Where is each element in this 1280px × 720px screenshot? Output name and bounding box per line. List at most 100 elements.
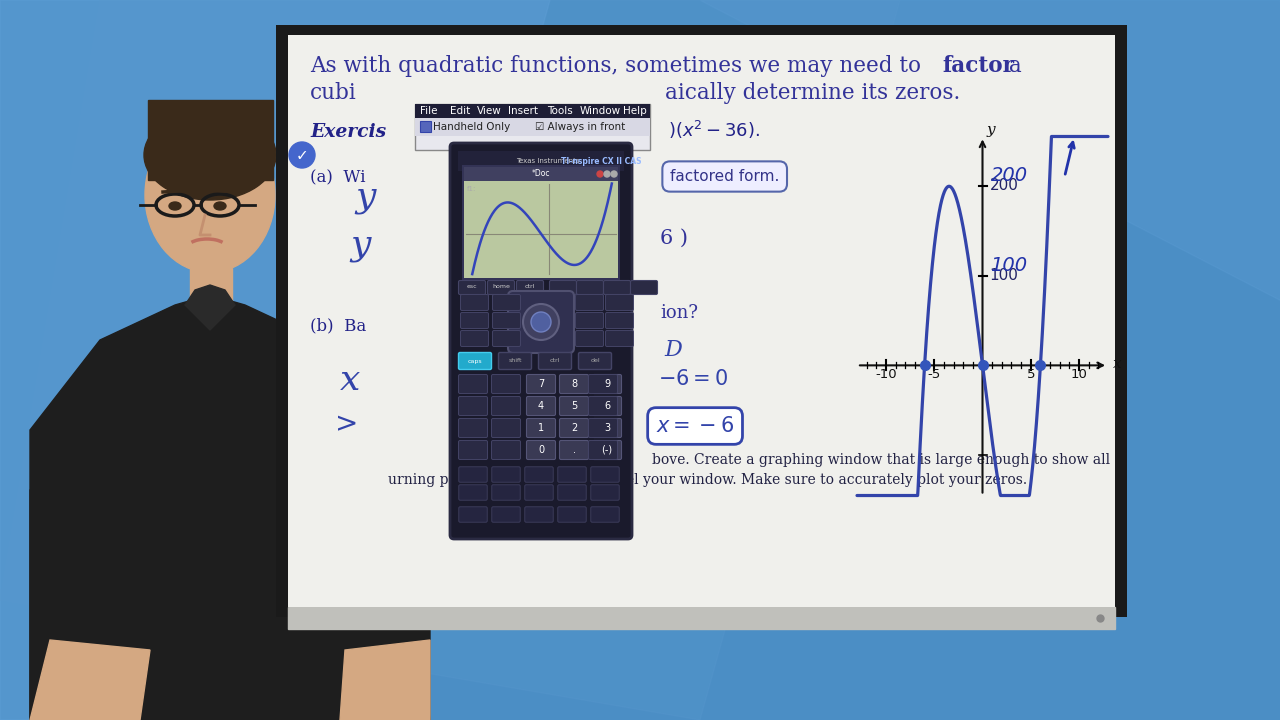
- FancyBboxPatch shape: [576, 294, 603, 310]
- Text: Exercis: Exercis: [310, 123, 387, 141]
- FancyBboxPatch shape: [493, 330, 521, 346]
- Text: 0: 0: [538, 445, 544, 455]
- Circle shape: [611, 171, 617, 177]
- FancyBboxPatch shape: [525, 507, 553, 522]
- Circle shape: [604, 171, 611, 177]
- Text: x: x: [1114, 357, 1121, 372]
- Text: 100: 100: [989, 268, 1019, 283]
- FancyBboxPatch shape: [461, 312, 489, 328]
- Bar: [415, 104, 650, 150]
- FancyBboxPatch shape: [558, 485, 586, 500]
- Text: 6 ): 6 ): [660, 229, 689, 248]
- FancyBboxPatch shape: [579, 353, 612, 369]
- FancyBboxPatch shape: [603, 281, 631, 294]
- Bar: [465, 167, 618, 278]
- Polygon shape: [29, 295, 430, 720]
- FancyBboxPatch shape: [492, 397, 521, 415]
- Text: Insert: Insert: [508, 106, 538, 116]
- FancyBboxPatch shape: [539, 353, 571, 369]
- FancyBboxPatch shape: [525, 467, 553, 482]
- Polygon shape: [340, 640, 430, 720]
- FancyBboxPatch shape: [461, 330, 489, 346]
- FancyBboxPatch shape: [458, 281, 485, 294]
- FancyBboxPatch shape: [576, 281, 603, 294]
- Polygon shape: [0, 0, 900, 720]
- FancyBboxPatch shape: [458, 485, 488, 500]
- FancyBboxPatch shape: [526, 441, 556, 459]
- Text: shift: shift: [508, 359, 522, 364]
- FancyBboxPatch shape: [458, 441, 488, 459]
- FancyBboxPatch shape: [605, 312, 634, 328]
- Text: 5: 5: [1027, 369, 1036, 382]
- FancyBboxPatch shape: [458, 507, 488, 522]
- FancyBboxPatch shape: [593, 418, 622, 438]
- Text: File: File: [420, 106, 438, 116]
- Text: esc: esc: [467, 284, 477, 289]
- FancyBboxPatch shape: [458, 467, 488, 482]
- Text: (-): (-): [602, 445, 613, 455]
- Text: 3: 3: [604, 423, 611, 433]
- Ellipse shape: [145, 117, 275, 272]
- Bar: [288, 607, 1115, 629]
- FancyBboxPatch shape: [517, 281, 544, 294]
- Circle shape: [531, 312, 550, 332]
- FancyBboxPatch shape: [559, 418, 589, 438]
- FancyBboxPatch shape: [593, 374, 622, 394]
- FancyBboxPatch shape: [458, 418, 488, 438]
- Text: ☑ Always in front: ☑ Always in front: [535, 122, 625, 132]
- Polygon shape: [186, 285, 236, 330]
- Text: y: y: [987, 123, 995, 137]
- FancyBboxPatch shape: [508, 291, 573, 353]
- Bar: [288, 35, 1115, 607]
- Text: del: del: [590, 359, 600, 364]
- Polygon shape: [29, 640, 150, 720]
- Text: 1: 1: [538, 423, 544, 433]
- FancyBboxPatch shape: [526, 374, 556, 394]
- Text: 2: 2: [571, 423, 577, 433]
- Text: Handheld Only: Handheld Only: [433, 122, 511, 132]
- FancyBboxPatch shape: [525, 485, 553, 500]
- Text: bove. Create a graphing window that is large enough to show all: bove. Create a graphing window that is l…: [652, 453, 1110, 467]
- Text: Texas Instruments: Texas Instruments: [516, 158, 580, 164]
- FancyBboxPatch shape: [488, 281, 515, 294]
- FancyBboxPatch shape: [589, 418, 617, 438]
- FancyBboxPatch shape: [631, 281, 658, 294]
- Circle shape: [524, 304, 559, 340]
- Text: 10: 10: [1070, 369, 1088, 382]
- FancyBboxPatch shape: [591, 507, 620, 522]
- Text: 5: 5: [571, 401, 577, 411]
- Bar: [462, 165, 620, 280]
- Text: As with quadratic functions, sometimes we may need to: As with quadratic functions, sometimes w…: [310, 55, 928, 77]
- Text: 4: 4: [538, 401, 544, 411]
- FancyBboxPatch shape: [492, 374, 521, 394]
- Bar: [465, 167, 618, 181]
- Text: 100: 100: [991, 256, 1028, 274]
- Text: 200: 200: [989, 179, 1019, 194]
- Text: 9: 9: [604, 379, 611, 389]
- Polygon shape: [29, 420, 150, 720]
- FancyBboxPatch shape: [576, 330, 603, 346]
- FancyBboxPatch shape: [492, 418, 521, 438]
- FancyBboxPatch shape: [589, 374, 617, 394]
- FancyBboxPatch shape: [493, 294, 521, 310]
- Text: 6: 6: [604, 401, 611, 411]
- Bar: [420, 121, 431, 132]
- Bar: [415, 118, 650, 136]
- Text: D: D: [664, 339, 682, 361]
- Text: caps: caps: [467, 359, 483, 364]
- Ellipse shape: [143, 110, 276, 200]
- FancyBboxPatch shape: [576, 312, 603, 328]
- Text: View: View: [477, 106, 502, 116]
- Text: $x = -6$: $x = -6$: [657, 416, 735, 436]
- Bar: [458, 151, 625, 171]
- FancyBboxPatch shape: [492, 507, 520, 522]
- FancyBboxPatch shape: [593, 441, 622, 459]
- Text: >: >: [335, 411, 358, 438]
- Text: .: .: [572, 445, 576, 455]
- Bar: [415, 104, 650, 118]
- Text: x: x: [340, 363, 361, 397]
- FancyBboxPatch shape: [558, 467, 586, 482]
- FancyBboxPatch shape: [589, 441, 617, 459]
- FancyBboxPatch shape: [458, 397, 488, 415]
- FancyBboxPatch shape: [605, 294, 634, 310]
